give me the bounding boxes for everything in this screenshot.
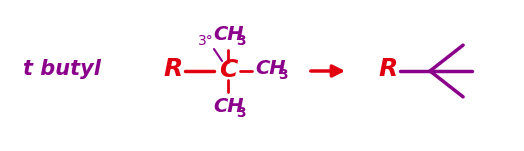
Text: CH: CH [214,98,244,117]
Text: 3°: 3° [198,34,214,48]
Text: CH: CH [214,26,244,45]
Text: t butyl: t butyl [23,59,101,79]
Text: R: R [163,57,183,81]
Text: C: C [219,58,237,82]
Text: 3: 3 [278,68,288,82]
Text: 3: 3 [236,106,246,120]
Text: R: R [378,57,398,81]
Text: CH: CH [256,59,286,79]
Text: 3: 3 [236,34,246,48]
